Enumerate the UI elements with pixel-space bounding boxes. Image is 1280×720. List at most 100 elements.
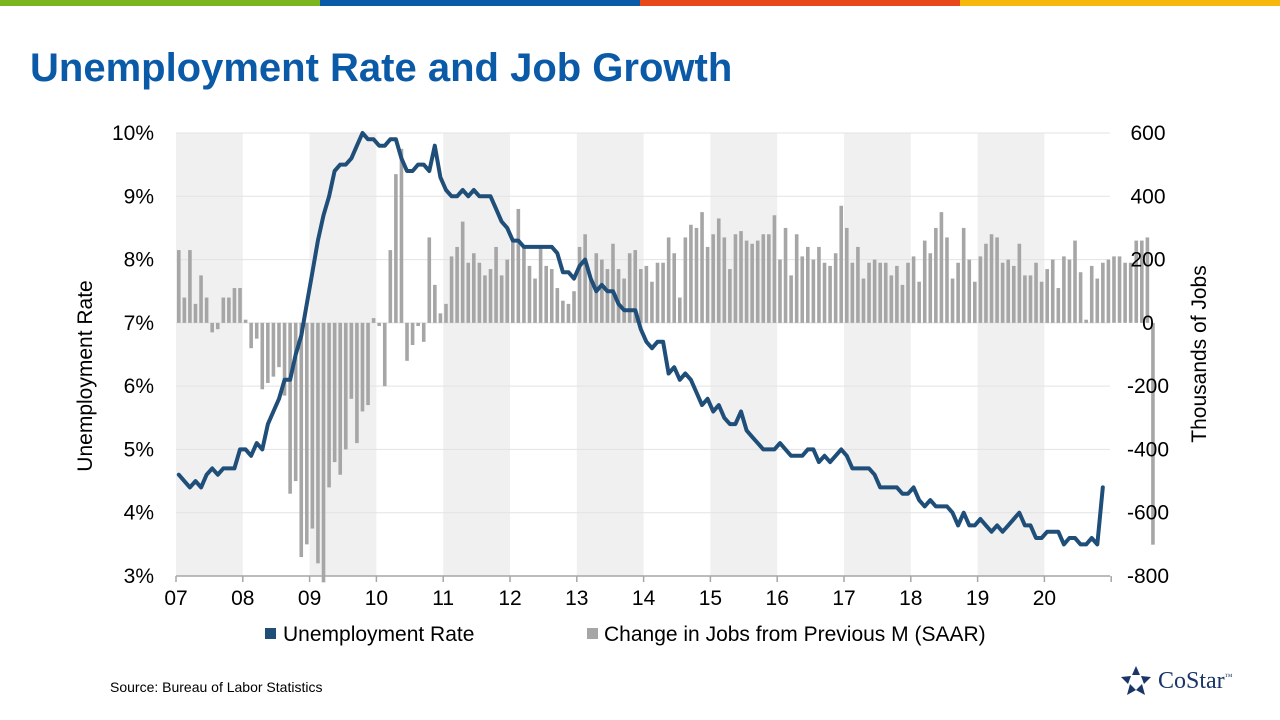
x-tick-label: 15 — [699, 587, 722, 610]
jobs-bar — [438, 313, 443, 323]
legend: Unemployment Rate Change in Jobs from Pr… — [265, 623, 986, 646]
right-tick-label: 400 — [1130, 185, 1165, 208]
legend-label-unemployment: Unemployment Rate — [283, 623, 474, 646]
jobs-bar — [405, 322, 409, 361]
shade-band-15 — [710, 133, 778, 576]
jobs-bar — [488, 269, 493, 323]
jobs-bar — [293, 322, 298, 482]
jobs-bar — [700, 212, 704, 323]
jobs-bar — [466, 262, 471, 323]
jobs-bar — [689, 224, 693, 323]
jobs-bar — [1017, 243, 1022, 323]
right-tick-label: 200 — [1130, 249, 1165, 272]
jobs-bar — [510, 240, 515, 323]
jobs-bar — [371, 318, 376, 323]
shade-band-11 — [443, 133, 510, 576]
left-axis-label: Unemployment Rate — [74, 280, 97, 471]
left-tick-label: 9% — [124, 185, 154, 208]
jobs-bar — [249, 322, 253, 349]
jobs-bar — [366, 322, 370, 406]
jobs-bar — [204, 297, 209, 323]
left-tick-label: 8% — [124, 249, 154, 272]
jobs-bar — [672, 253, 677, 323]
jobs-bar — [778, 259, 782, 323]
jobs-bar — [221, 297, 226, 323]
jobs-bar — [878, 262, 882, 323]
right-tick-label: 0 — [1142, 312, 1154, 335]
jobs-bar — [722, 237, 727, 323]
jobs-bar — [1062, 256, 1066, 323]
jobs-bar — [210, 322, 214, 333]
jobs-bar — [1128, 262, 1133, 323]
jobs-bar — [755, 240, 760, 323]
jobs-bar — [967, 259, 972, 323]
costar-logo: CoStar™ — [1120, 662, 1260, 702]
jobs-bar — [1073, 240, 1077, 323]
jobs-bar — [666, 237, 671, 323]
jobs-bar — [800, 256, 805, 323]
year-shading — [176, 133, 1045, 576]
jobs-bar — [633, 250, 638, 323]
jobs-bar — [1011, 265, 1016, 323]
jobs-bar — [655, 262, 660, 323]
jobs-bar — [911, 256, 916, 323]
jobs-bar — [227, 297, 231, 323]
jobs-bar — [1006, 259, 1011, 323]
jobs-bar — [321, 322, 326, 583]
right-tick-label: -800 — [1127, 565, 1169, 588]
jobs-bar — [316, 322, 320, 564]
jobs-bar — [650, 281, 654, 323]
left-tick-label: 7% — [124, 312, 154, 335]
jobs-bar — [883, 262, 888, 323]
jobs-bar — [460, 221, 465, 323]
jobs-bar — [611, 243, 615, 323]
jobs-bar — [577, 246, 582, 323]
left-tick-label: 5% — [124, 438, 154, 461]
jobs-bar — [995, 237, 999, 323]
right-axis-label: Thousands of Jobs — [1188, 265, 1211, 442]
jobs-bar — [410, 322, 415, 346]
jobs-bar — [622, 278, 626, 323]
jobs-bar — [600, 259, 604, 323]
jobs-bar — [1123, 262, 1127, 323]
left-tick-label: 6% — [124, 375, 154, 398]
jobs-bar — [305, 322, 309, 545]
jobs-bar — [499, 275, 504, 323]
jobs-bar — [750, 243, 754, 323]
jobs-bar — [494, 246, 498, 323]
jobs-bar — [1000, 262, 1005, 323]
x-tick-label: 13 — [565, 587, 588, 610]
jobs-bar — [1140, 240, 1144, 323]
jobs-bar — [844, 227, 849, 323]
jobs-bar — [856, 246, 860, 323]
jobs-bar — [215, 322, 220, 330]
jobs-bar — [555, 288, 560, 323]
jobs-bar — [794, 234, 799, 323]
jobs-bar — [455, 246, 459, 323]
jobs-bar — [1078, 272, 1083, 323]
jobs-bar — [956, 262, 960, 323]
jobs-bar — [739, 231, 743, 323]
jobs-bar — [327, 322, 331, 488]
jobs-bar — [182, 297, 187, 323]
legend-swatch-unemployment — [265, 628, 276, 639]
jobs-bar — [1039, 281, 1044, 323]
jobs-bar — [677, 297, 682, 323]
jobs-bar — [1089, 265, 1094, 323]
costar-wordmark: CoStar™ — [1158, 668, 1233, 694]
jobs-bar — [1067, 259, 1072, 323]
x-tick-label: 18 — [899, 587, 922, 610]
jobs-bar — [705, 246, 710, 323]
jobs-bar — [566, 303, 571, 323]
unemployment-line — [176, 131, 1105, 547]
jobs-bar — [188, 250, 192, 323]
jobs-bar — [605, 269, 610, 323]
jobs-bar — [1112, 256, 1116, 323]
jobs-bar — [906, 262, 910, 323]
jobs-bar — [544, 265, 548, 323]
jobs-bar — [310, 322, 315, 529]
jobs-bar — [939, 212, 944, 323]
jobs-bar — [761, 234, 766, 323]
jobs-bar — [1106, 259, 1111, 323]
jobs-bar — [889, 275, 894, 323]
